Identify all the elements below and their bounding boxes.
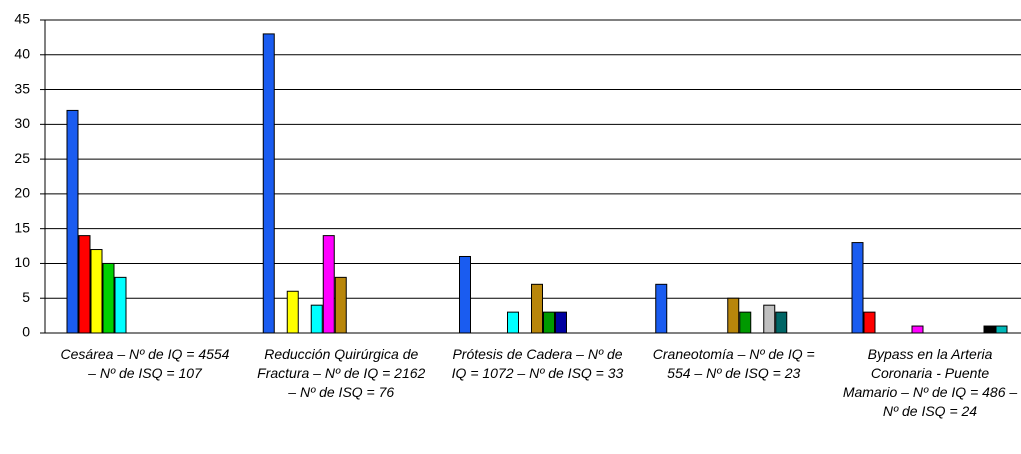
bar (334, 276, 347, 334)
y-tick-label: 25 (14, 150, 30, 166)
bar (531, 283, 543, 334)
bar (655, 283, 668, 334)
bar (78, 235, 91, 334)
y-tick-label: 0 (22, 324, 30, 340)
bar (555, 311, 567, 334)
bar (543, 311, 555, 334)
y-tick-label: 10 (14, 254, 30, 270)
bar (983, 325, 996, 334)
bar (459, 255, 471, 334)
x-tick-label: Prótesis de Cadera – Nº de IQ = 1072 – N… (451, 346, 624, 381)
y-tick-label: 35 (14, 80, 30, 96)
bar (102, 262, 115, 334)
bar (114, 276, 127, 334)
bar (739, 311, 752, 334)
bar (727, 297, 740, 334)
bar (262, 33, 275, 334)
x-tick-label: Bypass en la Arteria Coronaria - Puente … (842, 346, 1018, 419)
bar (90, 249, 103, 334)
y-tick-label: 5 (22, 289, 30, 305)
y-tick-label: 15 (14, 219, 30, 235)
x-tick-label: Cesárea – Nº de IQ = 4554 – Nº de ISQ = … (60, 346, 230, 381)
bar (286, 290, 299, 334)
y-tick-label: 40 (14, 45, 30, 61)
bar (66, 109, 79, 334)
bar (995, 325, 1008, 334)
bar (507, 311, 519, 334)
y-tick-label: 30 (14, 115, 30, 131)
bar (322, 235, 335, 334)
x-tick-label: Craneotomía – Nº de IQ = 554 – Nº de ISQ… (652, 346, 815, 381)
bar (851, 242, 864, 334)
bar (763, 304, 776, 334)
x-tick-label: Reducción Quirúrgica de Fractura – Nº de… (257, 346, 426, 400)
bar (911, 325, 924, 334)
y-tick-label: 20 (14, 185, 30, 201)
bar (310, 304, 323, 334)
y-tick-label: 45 (14, 11, 30, 27)
bar (775, 311, 788, 334)
bar (863, 311, 876, 334)
